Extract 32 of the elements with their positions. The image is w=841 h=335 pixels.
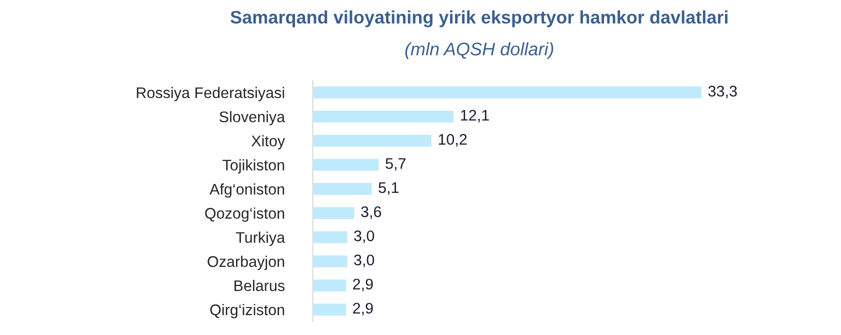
- data-label: 2,9: [353, 278, 373, 292]
- bar: [312, 230, 349, 245]
- bar: [312, 206, 356, 220]
- y-tick-label: Qirg‘iziston: [210, 304, 284, 318]
- data-label: 2,9: [353, 302, 373, 316]
- data-label: 3,0: [354, 254, 374, 268]
- bar: [312, 278, 348, 293]
- data-label: 3,6: [361, 206, 382, 219]
- bar: [312, 109, 456, 124]
- y-tick-label: Xitoy: [251, 135, 286, 150]
- data-label: 3,0: [354, 230, 374, 244]
- bar: [312, 182, 374, 196]
- bar: [312, 157, 380, 172]
- y-tick-label: Rossiya Federatsiyasi: [136, 86, 284, 102]
- data-label: 5,7: [386, 158, 406, 171]
- chart-subtitle: (mln AQSH dollari): [405, 42, 554, 60]
- y-tick-label: Belarus: [234, 280, 285, 292]
- bar: [312, 85, 703, 100]
- data-label: 33,3: [708, 86, 737, 98]
- bar: [312, 133, 433, 148]
- data-label: 5,1: [378, 182, 399, 195]
- y-tick-label: Tojikiston: [222, 159, 284, 174]
- y-tick-label: Sloveniya: [220, 111, 286, 126]
- chart-title: Samarqand viloyatining yirik eksportyor hamkor davlatlari: [230, 10, 728, 28]
- bar: [312, 254, 349, 269]
- y-tick-label: Qozog‘iston: [205, 208, 284, 222]
- data-label: 12,1: [461, 110, 489, 122]
- bar: [312, 302, 348, 317]
- y-tick-label: Afg‘oniston: [210, 183, 284, 198]
- y-tick-label: Ozarbayjon: [208, 256, 284, 270]
- data-label: 10,2: [438, 134, 467, 147]
- y-tick-label: Turkiya: [236, 232, 286, 246]
